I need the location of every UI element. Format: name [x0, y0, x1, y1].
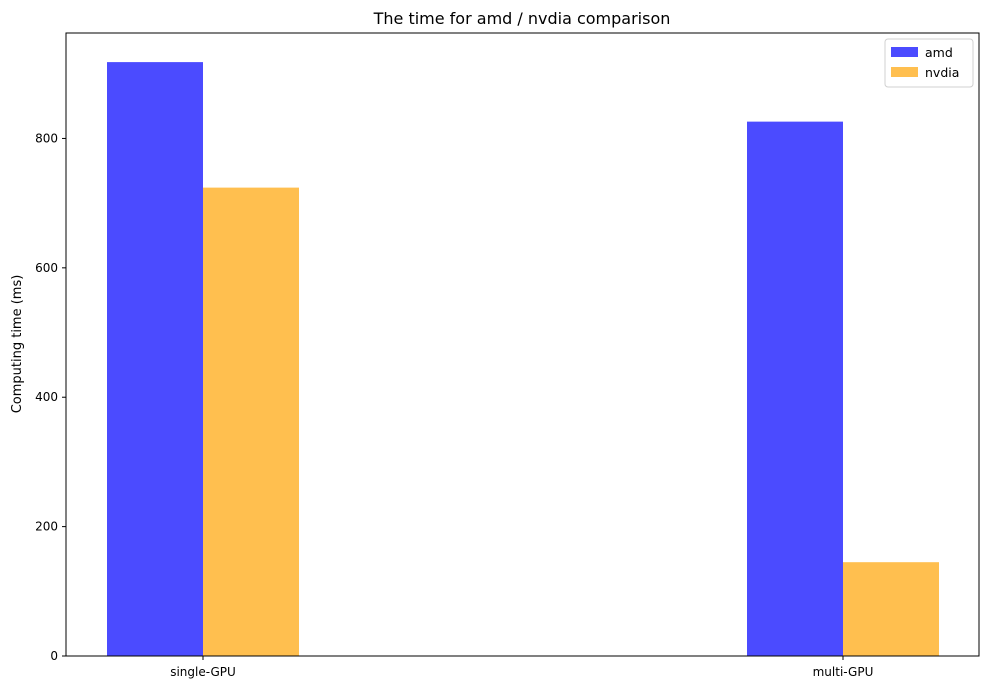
- legend-label-nvdia: nvdia: [925, 65, 959, 80]
- y-tick-label: 800: [35, 131, 58, 145]
- y-tick-label: 600: [35, 261, 58, 275]
- bar-nvdia-multi-GPU: [843, 562, 939, 656]
- legend-swatch-amd: [891, 47, 918, 57]
- y-tick-label: 200: [35, 520, 58, 534]
- legend: amd nvdia: [884, 38, 974, 88]
- bars-group: [107, 62, 939, 657]
- chart-title: The time for amd / nvdia comparison: [373, 9, 671, 28]
- y-axis-label: Computing time (ms): [10, 275, 25, 414]
- y-tick-label: 400: [35, 390, 58, 404]
- x-axis-ticks: single-GPU multi-GPU: [170, 656, 873, 679]
- y-tick-label: 0: [50, 649, 58, 663]
- bar-amd-multi-GPU: [747, 121, 843, 657]
- bar-amd-single-GPU: [107, 62, 203, 657]
- x-tick-label: multi-GPU: [813, 665, 874, 679]
- legend-swatch-nvdia: [891, 67, 918, 77]
- legend-label-amd: amd: [925, 45, 953, 60]
- plot-frame: [65, 32, 980, 657]
- bar-nvdia-single-GPU: [203, 187, 299, 656]
- x-tick-label: single-GPU: [170, 665, 236, 679]
- y-axis-ticks: 0 200 400 600 800: [35, 131, 66, 663]
